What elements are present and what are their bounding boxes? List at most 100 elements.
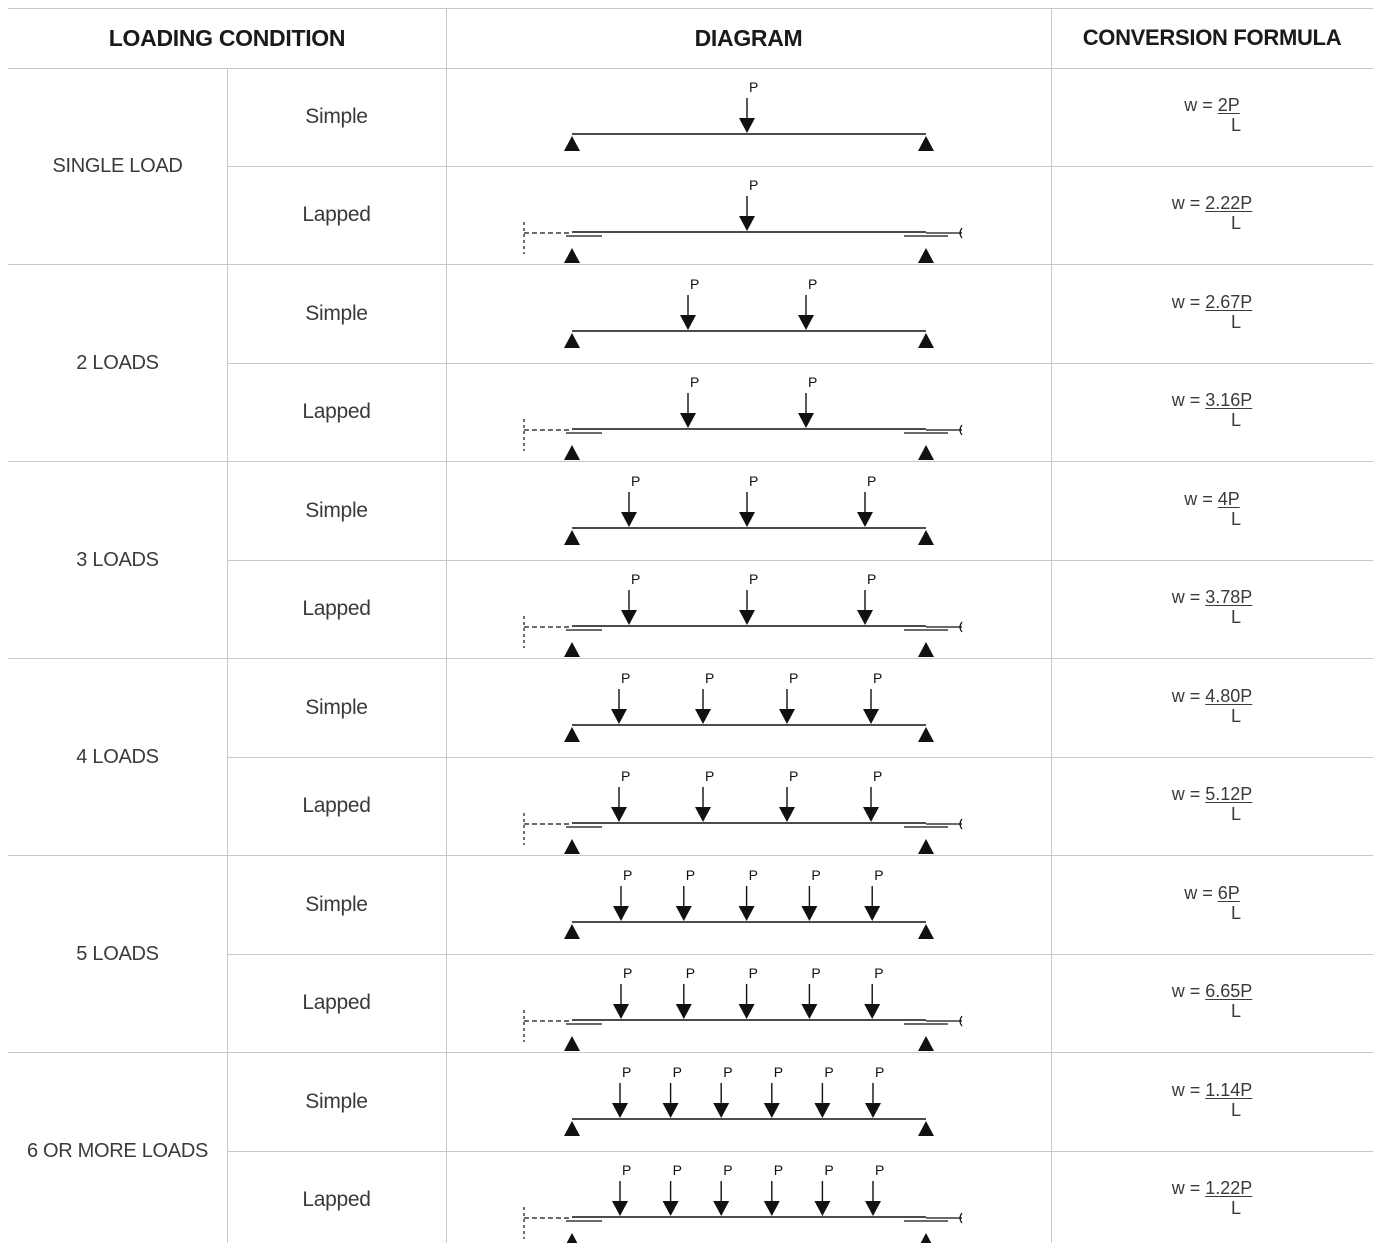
formula-denominator: L [1230, 706, 1241, 726]
load-label: P [824, 1162, 833, 1178]
formula-denominator: L [1230, 312, 1241, 332]
group-label-6-or-more-loads: 6 OR MORE LOADS [26, 1140, 209, 1162]
conversion-formula: w = 4P L [1051, 488, 1373, 530]
load-arrow-icon [857, 512, 873, 527]
condition-label: Lapped [302, 400, 371, 423]
load-arrow-icon [662, 1201, 679, 1216]
load-label: P [875, 1064, 884, 1080]
load-arrow-icon [739, 216, 755, 231]
divider-diagram-left [446, 8, 447, 1243]
load-arrow-icon [865, 1201, 881, 1216]
formula-denominator: L [1230, 903, 1241, 923]
group-rule [8, 855, 1373, 856]
load-arrow-icon [611, 709, 627, 724]
row-rule [227, 560, 1373, 561]
load-arrow-icon [814, 1103, 831, 1118]
group-label-2-loads: 2 LOADS [76, 352, 159, 374]
condition-label: Simple [305, 1090, 368, 1113]
support-triangle-icon [918, 924, 934, 939]
support-triangle-icon [564, 727, 580, 742]
group-label-5-loads: 5 LOADS [76, 943, 159, 965]
load-label: P [705, 670, 714, 686]
formula-prefix: w = [1171, 784, 1206, 804]
load-arrow-icon [864, 906, 881, 921]
load-arrow-icon [613, 906, 629, 921]
conversion-formula: w = 1.22P L [1051, 1177, 1373, 1219]
support-triangle-icon [920, 1233, 932, 1243]
condition-label: Simple [305, 893, 368, 916]
conversion-formula: w = 6P L [1051, 882, 1373, 924]
load-label: P [875, 1162, 884, 1178]
formula-numerator: 1.14P [1205, 1080, 1253, 1100]
load-label: P [874, 867, 883, 883]
load-arrow-icon [865, 1103, 881, 1118]
conversion-formula: w = 2.22P L [1051, 192, 1373, 234]
break-mark-icon [959, 621, 963, 633]
formula-numerator: 1.22P [1205, 1178, 1253, 1198]
header-conversion-formula: CONVERSION FORMULA [1082, 25, 1342, 50]
load-arrow-icon [738, 1004, 755, 1019]
load-label: P [673, 1162, 682, 1178]
formula-prefix: w = [1184, 883, 1218, 903]
load-arrow-icon [814, 1201, 831, 1216]
support-triangle-icon [564, 924, 580, 939]
formula-prefix: w = [1171, 390, 1206, 410]
formula-prefix: w = [1171, 686, 1206, 706]
load-label: P [749, 965, 758, 981]
support-triangle-icon [918, 445, 934, 460]
header-loading-condition: LOADING CONDITION [108, 24, 346, 51]
conversion-formula: w = 5.12P L [1051, 783, 1373, 825]
formula-prefix: w = [1171, 292, 1206, 312]
support-triangle-icon [564, 1036, 580, 1051]
support-triangle-icon [918, 1121, 934, 1136]
load-arrow-icon [863, 709, 879, 724]
condition-label: Lapped [302, 203, 371, 226]
load-label: P [774, 1064, 783, 1080]
support-triangle-icon [564, 136, 580, 151]
load-label: P [723, 1162, 732, 1178]
formula-denominator: L [1230, 115, 1241, 135]
group-label-single-load: SINGLE LOAD [52, 155, 183, 177]
load-arrow-icon [680, 413, 696, 428]
load-label: P [873, 768, 882, 784]
load-label: P [621, 768, 630, 784]
formula-numerator: 6.65P [1205, 981, 1253, 1001]
formula-numerator: 4P [1217, 489, 1240, 509]
support-triangle-icon [918, 642, 934, 657]
formula-prefix: w = [1171, 587, 1206, 607]
load-arrow-icon [675, 906, 692, 921]
load-label: P [867, 571, 876, 587]
load-arrow-icon [857, 610, 873, 625]
load-arrow-icon [713, 1103, 730, 1118]
group-rule [8, 658, 1373, 659]
load-arrow-icon [779, 709, 795, 724]
load-label: P [673, 1064, 682, 1080]
top-rule [8, 8, 1373, 9]
load-label: P [749, 473, 758, 489]
load-arrow-icon [801, 906, 818, 921]
load-label: P [749, 79, 758, 95]
formula-denominator: L [1230, 804, 1241, 824]
load-label: P [808, 374, 817, 390]
load-label: P [690, 276, 699, 292]
condition-label: Lapped [302, 794, 371, 817]
support-triangle-icon [918, 839, 934, 854]
conversion-formula: w = 3.16P L [1051, 389, 1373, 431]
load-arrow-icon [798, 413, 814, 428]
formula-numerator: 5.12P [1205, 784, 1253, 804]
load-label: P [789, 670, 798, 686]
load-label: P [622, 1064, 631, 1080]
load-label: P [811, 867, 820, 883]
formula-numerator: 3.78P [1205, 587, 1253, 607]
load-label: P [686, 965, 695, 981]
support-triangle-icon [918, 333, 934, 348]
formula-numerator: 2.67P [1205, 292, 1253, 312]
conversion-formula: w = 2.67P L [1051, 291, 1373, 333]
formula-prefix: w = [1171, 193, 1206, 213]
load-label: P [808, 276, 817, 292]
load-label: P [623, 965, 632, 981]
formula-denominator: L [1230, 213, 1241, 233]
formula-prefix: w = [1184, 95, 1218, 115]
break-mark-icon [959, 227, 963, 239]
divider-group-condition [227, 68, 228, 1243]
